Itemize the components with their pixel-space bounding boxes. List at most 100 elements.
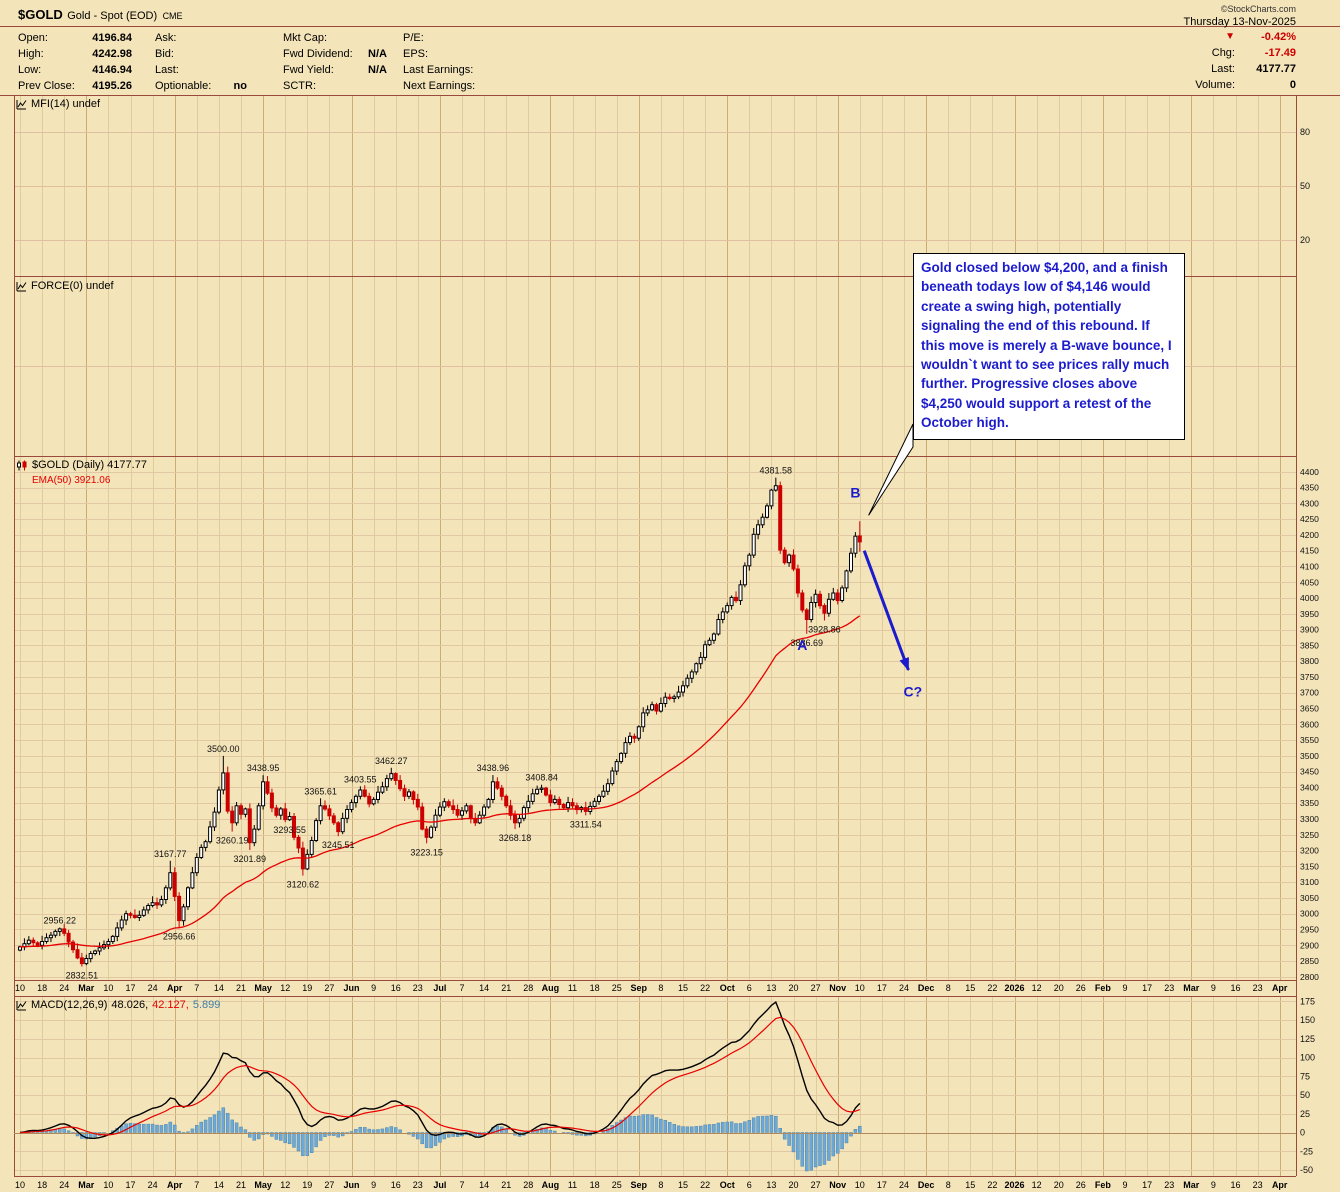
quote-label: Fwd Dividend: [283,48,353,60]
macd-histogram-bar [698,1125,703,1133]
quote-row: SCTR: [283,78,387,94]
macd-histogram-bar [725,1121,729,1133]
y-axis-label: 3600 [1300,719,1319,729]
x-axis-label: 10 [103,983,113,993]
candle-body [411,791,416,801]
change-row: ▼ -0.42% [1195,29,1296,45]
candle-body [327,808,332,817]
macd-signal-value: 42.127, [152,999,189,1011]
macd-histogram-bar [694,1126,699,1133]
candle-body [654,704,659,712]
x-axis-label: 6 [747,983,752,993]
candle-body [853,535,858,554]
macd-histogram-bar [292,1132,296,1148]
macd-histogram-bar [66,1130,71,1133]
candle-body [309,840,314,855]
y-axis-label: 3100 [1300,877,1319,887]
candle-body [707,639,712,646]
x-axis-label: 20 [1054,983,1064,993]
x-axis-label: 14 [214,983,224,993]
last-value: 4177.77 [1256,63,1296,75]
candle-body [747,554,752,567]
macd-histogram-bar [813,1132,818,1168]
candle-body [247,808,252,844]
candle-body [194,857,199,874]
x-axis-label: 9 [371,983,376,993]
quote-label: Prev Close: [18,80,75,92]
y-axis-label: 4400 [1300,467,1319,477]
macd-histogram-bar [614,1122,619,1133]
macd-histogram-bar [676,1125,681,1133]
quote-row: Last Earnings: [403,62,487,78]
candle-body [822,605,827,614]
last-row: Last: 4177.77 [1195,61,1296,77]
x-axis-label: 22 [700,1180,710,1190]
macd-histogram-bar [199,1121,203,1133]
quote-value: 4196.84 [92,32,132,44]
quote-value: N/A [368,48,387,60]
macd-histogram-bar [340,1132,345,1137]
macd-histogram-bar [637,1115,641,1133]
candle-body [93,950,98,954]
x-axis-label: 23 [1253,983,1263,993]
macd-histogram-bar [645,1114,650,1133]
quote-row: Fwd Yield: N/A [283,62,387,78]
macd-histogram-bar [389,1126,394,1133]
quote-label: Fwd Yield: [283,64,334,76]
price-label: 3293.55 [273,825,306,835]
candle-body [778,485,783,551]
y-axis-label: 3850 [1300,640,1319,650]
macd-histogram-bar [849,1132,853,1137]
x-axis-label: 15 [965,983,975,993]
candle-body [208,826,213,843]
y-axis-label: 4100 [1300,562,1319,572]
candle-body [115,927,120,937]
macd-histogram-bar [796,1132,800,1160]
macd-histogram-bar [667,1122,672,1133]
x-axis-label: Oct [720,983,735,993]
quote-value [357,78,387,94]
chart-header: $GOLD Gold - Spot (EOD) CME [18,6,183,24]
macd-histogram-bar [93,1132,97,1138]
candle-body [800,592,805,611]
macd-histogram-bar [712,1124,716,1133]
x-axis-label: 16 [1230,983,1240,993]
indicator-icon [16,281,27,291]
x-axis-label: Sep [631,983,648,993]
x-axis-label: 22 [987,1180,997,1190]
candle-body [782,549,787,564]
x-axis-label: 12 [1032,1180,1042,1190]
macd-histogram-bar [203,1119,208,1133]
macd-histogram-bar [234,1122,239,1133]
y-axis-label: 4300 [1300,498,1319,508]
quote-label: Last: [155,64,179,76]
x-axis-label: 20 [1054,1180,1064,1190]
quote-row: Mkt Cap: [283,30,387,46]
x-axis-label: 24 [59,983,69,993]
annotation-graphics: A B C? [797,423,922,700]
x-axis-label: 10 [855,983,865,993]
macd-histogram-bar [681,1126,685,1133]
candle-body [610,770,615,785]
x-axis-label: 14 [214,1180,224,1190]
macd-histogram-bar [548,1129,553,1133]
macd-histogram-bar [256,1132,261,1140]
quote-label: SCTR: [283,80,316,92]
y-axis-label: 3550 [1300,735,1319,745]
y-axis-label: 4350 [1300,483,1319,493]
macd-histogram-bar [376,1129,380,1133]
candle-body [132,914,137,918]
price-label: 3245.51 [322,840,355,850]
x-axis-label: Jul [433,1180,446,1190]
candle-body [358,789,363,797]
candle-body [552,798,557,804]
candle-body [831,592,836,600]
x-axis-label: 9 [371,1180,376,1190]
candle-body [181,906,186,922]
macd-histogram-bar [659,1118,663,1133]
x-axis-label: 17 [877,983,887,993]
candle-body [150,902,155,907]
candle-body [809,602,814,620]
header-right: ©StockCharts.com Thursday 13-Nov-2025 [1183,4,1296,28]
macd-histogram-bar [336,1132,340,1138]
